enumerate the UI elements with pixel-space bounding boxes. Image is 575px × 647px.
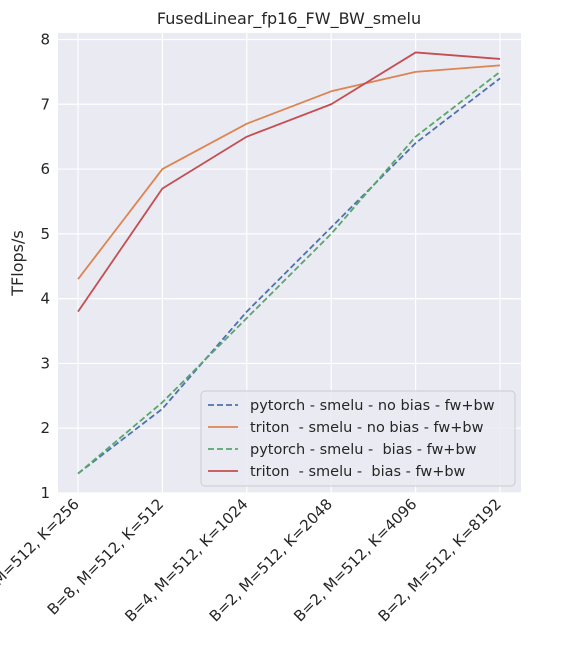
legend: pytorch - smelu - no bias - fw+bw triton … bbox=[200, 390, 516, 487]
y-axis-label: TFlops/s bbox=[8, 230, 27, 296]
grid bbox=[58, 33, 521, 494]
y-tick-labels: 1 2 3 4 5 6 7 8 bbox=[40, 30, 50, 502]
y-tick-label: 7 bbox=[40, 95, 50, 113]
y-tick-label: 1 bbox=[40, 484, 50, 502]
series-line bbox=[77, 77, 501, 475]
y-tick-label: 8 bbox=[40, 30, 50, 48]
series-line bbox=[77, 71, 501, 475]
legend-label: triton - smelu - bias - fw+bw bbox=[250, 464, 466, 480]
y-tick-label: 5 bbox=[40, 225, 50, 243]
y-tick-label: 3 bbox=[40, 354, 50, 372]
y-tick-label: 2 bbox=[40, 419, 50, 437]
legend-box bbox=[200, 390, 516, 487]
legend-label: triton - smelu - no bias - fw+bw bbox=[250, 420, 484, 436]
y-tick-label: 6 bbox=[40, 160, 50, 178]
series-line bbox=[77, 64, 501, 280]
legend-label: pytorch - smelu - no bias - fw+bw bbox=[250, 398, 495, 414]
series-lines bbox=[77, 51, 501, 475]
y-tick-label: 4 bbox=[40, 290, 50, 308]
legend-label: pytorch - smelu - bias - fw+bw bbox=[250, 442, 477, 458]
chart-title: FusedLinear_fp16_FW_BW_smelu bbox=[157, 9, 421, 29]
series-line bbox=[77, 51, 501, 313]
